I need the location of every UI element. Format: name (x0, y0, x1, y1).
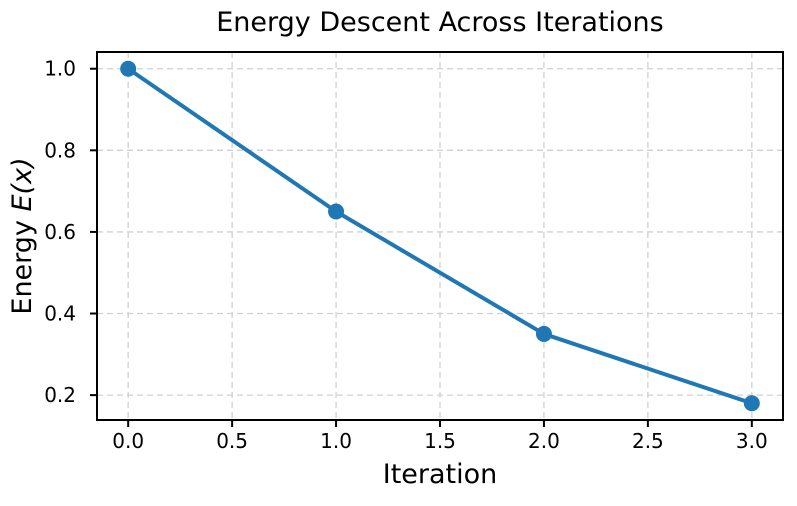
chart-title: Energy Descent Across Iterations (216, 7, 664, 38)
axis-layer: 0.0 0.5 1.0 1.5 2.0 2.5 3.0 0.2 0.4 0.6 0.8 1.0 (44, 57, 768, 453)
data-point-marker (743, 395, 760, 412)
x-tick-label: 1.5 (424, 429, 456, 453)
y-axis-label-text: Energy (7, 212, 38, 315)
y-axis-label-math: E(x) (7, 157, 38, 211)
x-tick-label: 2.5 (632, 429, 664, 453)
data-point-marker (328, 203, 345, 220)
y-tick-label: 0.2 (44, 383, 76, 407)
x-tick-label: 2.0 (528, 429, 560, 453)
y-tick-label: 0.6 (44, 220, 76, 244)
x-tick-label: 1.0 (320, 429, 352, 453)
grid-layer (97, 52, 783, 420)
x-tick-label: 0.5 (216, 429, 248, 453)
x-axis-label: Iteration (383, 459, 498, 490)
x-tick-label: 3.0 (736, 429, 768, 453)
y-axis-label: Energy E(x) (7, 157, 38, 314)
y-tick-label: 1.0 (44, 57, 76, 81)
y-tick-label: 0.8 (44, 138, 76, 162)
y-tick-label: 0.4 (44, 302, 76, 326)
series-layer (120, 60, 760, 412)
data-line (126, 66, 754, 406)
data-point-marker (535, 325, 552, 342)
x-tick-label: 0.0 (112, 429, 144, 453)
data-point-marker (120, 60, 137, 77)
